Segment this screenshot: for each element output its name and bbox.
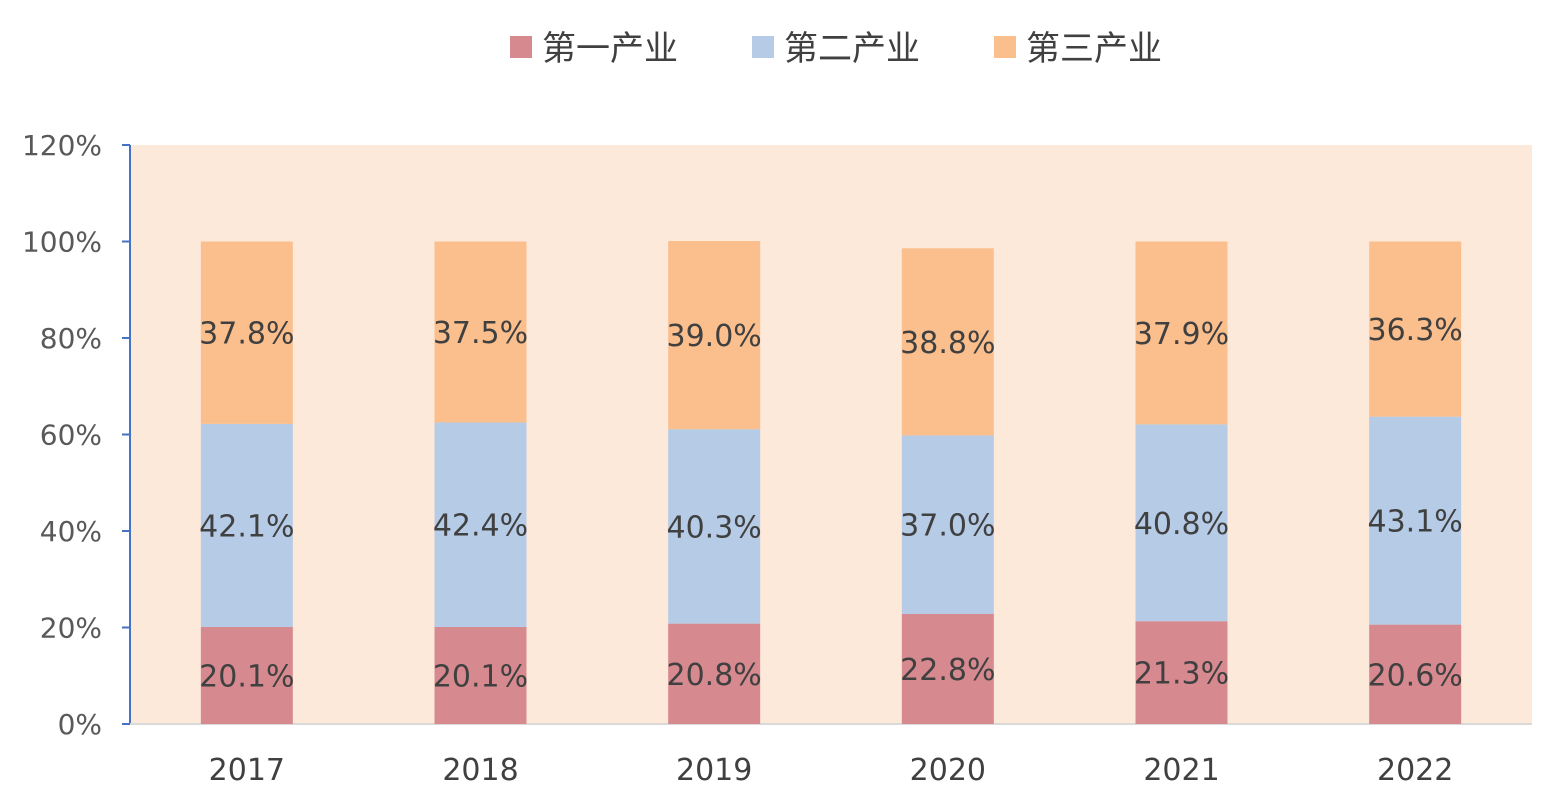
y-tick-label: 60% (40, 419, 102, 452)
legend-label: 第二产业 (784, 29, 920, 69)
bar-segment (668, 241, 761, 430)
bar-segment (1369, 416, 1462, 625)
legend-label: 第一产业 (542, 29, 678, 69)
bar-segment (901, 248, 994, 436)
bars: 20.1% 42.1% 37.8% 20.1% 42.4% 37.5% 20.8% 40.3%… (199, 241, 1463, 724)
x-tick-label: 2022 (1377, 753, 1453, 788)
data-label: 21.3% (1134, 657, 1229, 692)
data-label: 38.8% (900, 326, 995, 361)
x-tick-label: 2021 (1143, 753, 1219, 788)
y-tick-label: 120% (22, 129, 102, 162)
bar-segment (1135, 621, 1228, 724)
bar-segment (668, 429, 761, 624)
y-tick-label: 40% (40, 515, 102, 548)
bar-segment (901, 435, 994, 614)
legend-swatch (994, 36, 1016, 58)
legend-swatch (510, 36, 532, 58)
bar-segment (1135, 241, 1228, 425)
legend-label: 第三产业 (1026, 29, 1162, 69)
bar-segment (434, 422, 527, 628)
data-label: 37.8% (199, 317, 294, 352)
data-label: 43.1% (1368, 505, 1463, 540)
bar-segment (901, 613, 994, 724)
y-tick-label: 20% (40, 612, 102, 645)
y-tick-label: 80% (40, 322, 102, 355)
legend: 第一产业 第二产业 第三产业 (510, 29, 1162, 69)
data-label: 20.8% (667, 658, 762, 693)
data-label: 20.1% (433, 660, 528, 695)
data-label: 36.3% (1368, 313, 1463, 348)
bar-segment (200, 423, 293, 628)
data-label: 20.6% (1368, 658, 1463, 693)
data-label: 37.0% (900, 509, 995, 544)
data-label: 37.5% (433, 316, 528, 351)
data-label: 39.0% (667, 319, 762, 354)
data-label: 42.4% (433, 509, 528, 544)
data-label: 37.9% (1134, 317, 1229, 352)
data-label: 40.8% (1134, 507, 1229, 542)
data-label: 20.1% (199, 660, 294, 695)
data-label: 40.3% (667, 510, 762, 545)
plot-area (130, 145, 1532, 724)
data-label: 22.8% (900, 653, 995, 688)
bar-segment (1369, 624, 1462, 724)
bar-segment (1369, 241, 1462, 417)
y-tick-label: 0% (58, 708, 102, 741)
x-tick-label: 2017 (209, 753, 285, 788)
data-label: 42.1% (199, 509, 294, 544)
bar-segment (434, 627, 527, 724)
bar-segment (200, 627, 293, 724)
x-tick-label: 2020 (910, 753, 986, 788)
y-tick-label: 100% (22, 226, 102, 259)
bar-segment (668, 623, 761, 724)
legend-swatch (752, 36, 774, 58)
x-axis-labels: 2017 2018 2019 2020 2021 2022 (209, 753, 1454, 788)
bar-segment (434, 241, 527, 423)
x-tick-label: 2018 (442, 753, 518, 788)
y-axis-ticks: 0% 20% 40% 60% 80% 100% 120% (22, 129, 130, 741)
x-tick-label: 2019 (676, 753, 752, 788)
bar-segment (200, 241, 293, 424)
bar-segment (1135, 424, 1228, 622)
